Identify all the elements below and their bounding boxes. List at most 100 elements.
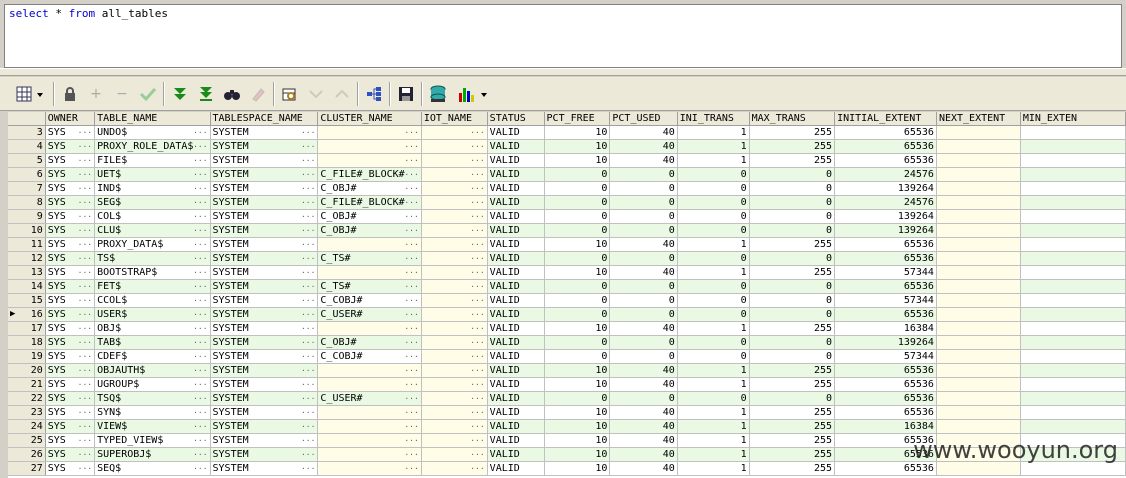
table-row[interactable]: 22 ··· SYS ··· TSQ$ ··· SYSTEM ··· C_USER# ··· VAL… (8, 391, 1126, 406)
table-row[interactable]: 18 ··· SYS ··· TAB$ ··· SYSTEM ··· C_OBJ# ··· VALI… (8, 335, 1126, 350)
cell-status[interactable]: VALID (487, 209, 545, 224)
table-row[interactable]: 15 ··· SYS ··· CCOL$ ··· SYSTEM ··· C_COBJ# ··· VA… (8, 293, 1126, 308)
cell-tablespace-name[interactable]: ··· SYSTEM (210, 363, 319, 378)
cell-pct-free[interactable]: 0 (544, 209, 611, 224)
cell-table-name[interactable]: ··· SEQ$ (94, 461, 211, 476)
cell-status[interactable]: VALID (487, 223, 545, 238)
cell-pct-free[interactable]: 0 (544, 251, 611, 266)
cell-table-name[interactable]: ··· FILE$ (94, 153, 211, 168)
cell-pct-free[interactable]: 0 (544, 195, 611, 210)
cell-editor-button[interactable]: ··· (77, 324, 93, 333)
add-row-icon[interactable]: + (90, 86, 102, 102)
cell-max-trans[interactable]: 0 (749, 167, 836, 182)
cell-table-name[interactable]: ··· SEG$ (94, 195, 211, 210)
cell-editor-button[interactable]: ··· (470, 394, 485, 403)
cell-pct-used[interactable]: 40 (609, 419, 678, 434)
cell-editor-button[interactable]: ··· (77, 156, 93, 165)
cell-iot-name[interactable]: ··· (421, 321, 488, 336)
cell-ini-trans[interactable]: 0 (677, 181, 750, 196)
cell-pct-used[interactable]: 40 (609, 433, 678, 448)
cell-editor-button[interactable]: ··· (193, 324, 208, 333)
cell-status[interactable]: VALID (487, 461, 545, 476)
cell-status[interactable]: VALID (487, 265, 545, 280)
cell-editor-button[interactable]: ··· (470, 268, 485, 277)
cell-status[interactable]: VALID (487, 167, 545, 182)
cell-tablespace-name[interactable]: ··· SYSTEM (210, 125, 319, 140)
cell-table-name[interactable]: ··· USER$ (94, 307, 211, 322)
cell-editor-button[interactable]: ··· (77, 338, 93, 347)
cell-editor-button[interactable]: ··· (470, 240, 485, 249)
cell-status[interactable]: VALID (487, 125, 545, 140)
cell-owner[interactable]: ··· SYS (45, 447, 96, 462)
cell-pct-used[interactable]: 0 (609, 293, 678, 308)
row-number[interactable]: 25 (8, 433, 46, 448)
cell-editor-button[interactable]: ··· (77, 464, 93, 473)
cell-status[interactable]: VALID (487, 363, 545, 378)
cell-editor-button[interactable]: ··· (300, 366, 316, 375)
table-row[interactable]: 13 ··· SYS ··· BOOTSTRAP$ ··· SYSTEM ··· ··· VALI… (8, 265, 1126, 280)
cell-ini-trans[interactable]: 0 (677, 251, 750, 266)
cell-iot-name[interactable]: ··· (421, 363, 488, 378)
cell-editor-button[interactable]: ··· (300, 142, 316, 151)
cell-cluster-name[interactable]: ··· (317, 363, 422, 378)
cell-editor-button[interactable]: ··· (193, 128, 208, 137)
cell-pct-free[interactable]: 0 (544, 167, 611, 182)
cell-owner[interactable]: ··· SYS (45, 461, 96, 476)
table-row[interactable]: 3 ··· SYS ··· UNDO$ ··· SYSTEM ··· ··· VALID 10 40 1… (8, 125, 1126, 140)
cell-editor-button[interactable]: ··· (77, 310, 93, 319)
cell-next-extent[interactable] (936, 405, 1021, 420)
table-row[interactable]: 27 ··· SYS ··· SEQ$ ··· SYSTEM ··· ··· VALID 10 40 1… (8, 461, 1126, 476)
cell-editor-button[interactable]: ··· (77, 352, 93, 361)
cell-cluster-name[interactable]: ··· C_TS# (317, 251, 422, 266)
cell-status[interactable]: VALID (487, 181, 545, 196)
cell-editor-button[interactable]: ··· (404, 156, 419, 165)
cell-table-name[interactable]: ··· SUPEROBJ$ (94, 447, 211, 462)
cell-min-extent[interactable] (1020, 363, 1126, 378)
cell-editor-button[interactable]: ··· (193, 422, 208, 431)
cell-initial-extent[interactable]: 24576 (834, 167, 937, 182)
cell-editor-button[interactable]: ··· (300, 198, 316, 207)
cell-editor-button[interactable]: ··· (193, 450, 208, 459)
cell-iot-name[interactable]: ··· (421, 181, 488, 196)
cell-editor-button[interactable]: ··· (404, 366, 419, 375)
cell-editor-button[interactable]: ··· (470, 310, 485, 319)
cell-ini-trans[interactable]: 0 (677, 349, 750, 364)
cell-iot-name[interactable]: ··· (421, 125, 488, 140)
row-number[interactable]: 21 (8, 377, 46, 392)
cell-pct-used[interactable]: 0 (609, 223, 678, 238)
cell-next-extent[interactable] (936, 363, 1021, 378)
cell-editor-button[interactable]: ··· (470, 170, 485, 179)
cell-editor-button[interactable]: ··· (77, 240, 93, 249)
row-number[interactable]: 7 (8, 181, 46, 196)
cell-editor-button[interactable]: ··· (193, 170, 208, 179)
cell-ini-trans[interactable]: 1 (677, 363, 750, 378)
delete-row-icon[interactable]: − (116, 86, 128, 102)
cell-min-extent[interactable] (1020, 391, 1126, 406)
cell-editor-button[interactable]: ··· (300, 226, 316, 235)
cell-owner[interactable]: ··· SYS (45, 181, 96, 196)
cell-status[interactable]: VALID (487, 153, 545, 168)
cell-pct-used[interactable]: 40 (609, 237, 678, 252)
cell-ini-trans[interactable]: 1 (677, 447, 750, 462)
cell-owner[interactable]: ··· SYS (45, 153, 96, 168)
cell-owner[interactable]: ··· SYS (45, 279, 96, 294)
cell-editor-button[interactable]: ··· (470, 226, 485, 235)
cell-owner[interactable]: ··· SYS (45, 237, 96, 252)
table-row[interactable]: 19 ··· SYS ··· CDEF$ ··· SYSTEM ··· C_COBJ# ··· VA… (8, 349, 1126, 364)
table-row[interactable]: 25 ··· SYS ··· TYPED_VIEW$ ··· SYSTEM ··· ··· VAL… (8, 433, 1126, 448)
cell-iot-name[interactable]: ··· (421, 237, 488, 252)
cell-editor-button[interactable]: ··· (193, 254, 208, 263)
cell-tablespace-name[interactable]: ··· SYSTEM (210, 307, 319, 322)
cell-tablespace-name[interactable]: ··· SYSTEM (210, 209, 319, 224)
cell-status[interactable]: VALID (487, 251, 545, 266)
cell-editor-button[interactable]: ··· (77, 198, 93, 207)
cell-pct-used[interactable]: 0 (609, 307, 678, 322)
cell-editor-button[interactable]: ··· (404, 380, 419, 389)
cell-editor-button[interactable]: ··· (300, 394, 316, 403)
cell-max-trans[interactable]: 255 (749, 321, 836, 336)
table-row[interactable]: 21 ··· SYS ··· UGROUP$ ··· SYSTEM ··· ··· VALID 10… (8, 377, 1126, 392)
cell-editor-button[interactable]: ··· (300, 212, 316, 221)
column-header-pct-free[interactable]: PCT_FREE (544, 112, 611, 126)
cell-tablespace-name[interactable]: ··· SYSTEM (210, 139, 319, 154)
cell-owner[interactable]: ··· SYS (45, 419, 96, 434)
